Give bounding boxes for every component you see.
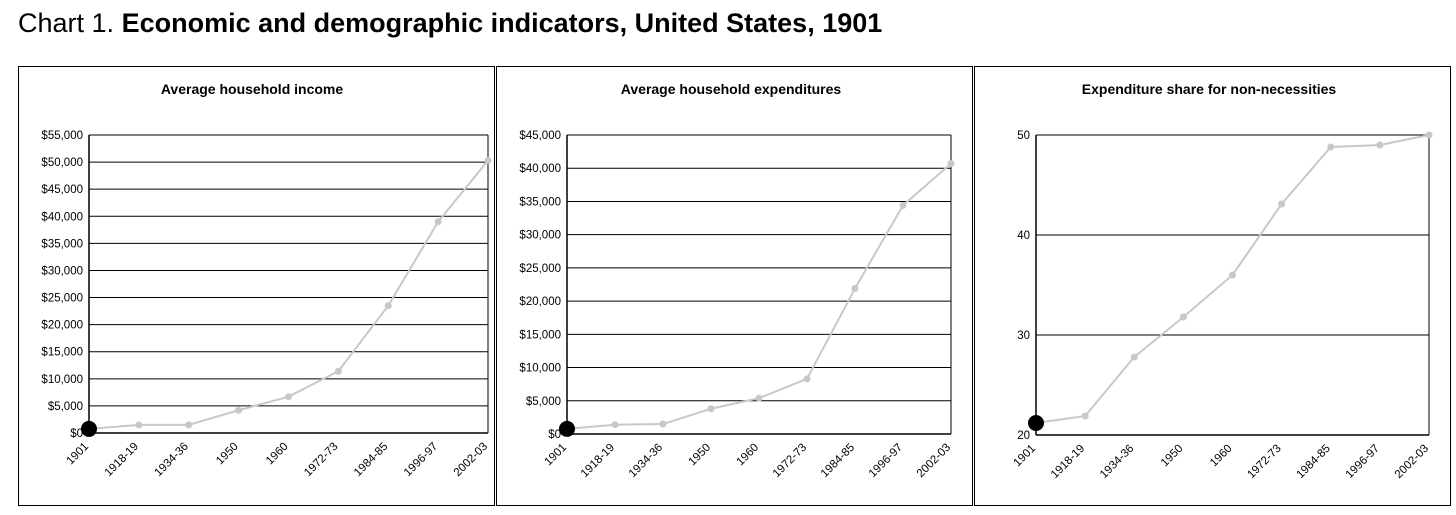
- x-tick-label: 2002-03: [452, 441, 490, 479]
- data-point: [755, 394, 763, 402]
- y-tick-label: $10,000: [519, 363, 561, 375]
- y-tick-label: $35,000: [41, 238, 83, 250]
- x-tick-label: 1934-36: [153, 441, 191, 479]
- x-tick-label: 1934-36: [1098, 443, 1136, 481]
- x-tick-label: 1960: [735, 442, 762, 469]
- y-tick-label: 40: [1017, 230, 1030, 242]
- x-tick-label: 1918-19: [579, 442, 617, 480]
- data-point: [947, 160, 955, 168]
- chart-non-necessities-share: Expenditure share for non-necessities 20…: [1012, 81, 1433, 481]
- data-point: [803, 375, 811, 383]
- x-tick-label: 1972-73: [1245, 443, 1283, 481]
- chart-number: Chart 1.: [18, 8, 115, 38]
- y-tick-label: $10,000: [41, 374, 83, 386]
- x-tick-label: 2002-03: [1393, 443, 1431, 481]
- x-tick-label: 2002-03: [915, 442, 953, 480]
- y-tick-label: 20: [1017, 430, 1030, 442]
- x-tick-label: 1996-97: [867, 442, 905, 480]
- x-tick-label: 1984-85: [352, 441, 390, 479]
- data-point: [1425, 131, 1433, 139]
- chart-household-income: Average household income $0 $5,000 $10,000…: [41, 81, 492, 479]
- data-point: [1081, 412, 1089, 420]
- chart-title: Economic and demographic indicators, Uni…: [121, 8, 883, 38]
- data-point: [185, 421, 193, 429]
- y-tick-label: $5,000: [48, 401, 83, 413]
- data-point: [1130, 353, 1138, 361]
- y-tick-label: $50,000: [41, 157, 83, 169]
- x-tick-label: 1984-85: [1295, 443, 1333, 481]
- y-tick-label: $25,000: [519, 263, 561, 275]
- data-point: [135, 421, 143, 429]
- panel-non-necessities-share: Expenditure share for non-necessities 20…: [974, 66, 1451, 506]
- panel-household-expenditures: Average household expenditures $0 $5,000 $…: [496, 66, 973, 506]
- x-tick-label: 1901: [1012, 443, 1039, 470]
- x-tick-label: 1918-19: [1049, 443, 1087, 481]
- y-tick-label: $45,000: [41, 184, 83, 196]
- data-point: [707, 405, 715, 413]
- y-tick-label: $40,000: [519, 163, 561, 175]
- x-tick-label: 1984-85: [819, 442, 857, 480]
- chart-household-expenditures: Average household expenditures $0 $5,000 $…: [519, 81, 955, 480]
- data-point: [1179, 313, 1187, 321]
- y-tick-label: $0: [548, 429, 561, 441]
- y-tick-label: $20,000: [41, 320, 83, 332]
- page-title: Chart 1. Economic and demographic indica…: [18, 8, 882, 39]
- chart-title: Average household income: [161, 81, 344, 97]
- x-tick-label: 1901: [65, 441, 92, 468]
- series-line: [566, 162, 952, 430]
- data-point: [851, 284, 859, 292]
- x-tick-label: 1972-73: [302, 441, 340, 479]
- y-tick-label: $45,000: [519, 130, 561, 142]
- data-point: [235, 406, 243, 414]
- x-tick-label: 1950: [687, 442, 714, 469]
- x-tick-label: 1960: [264, 441, 291, 468]
- y-tick-label: $35,000: [519, 196, 561, 208]
- data-point: [611, 421, 619, 429]
- series-line: [88, 159, 489, 430]
- x-tick-label: 1996-97: [402, 441, 440, 479]
- chart-title: Expenditure share for non-necessities: [1082, 81, 1337, 97]
- y-tick-label: 30: [1017, 330, 1030, 342]
- data-point: [1327, 143, 1335, 151]
- panel-household-income: Average household income $0 $5,000 $10,000…: [18, 66, 495, 506]
- x-tick-label: 1960: [1208, 443, 1235, 470]
- data-point: [659, 420, 667, 428]
- data-point: [285, 393, 292, 401]
- data-point: [384, 302, 392, 310]
- chart-title: Average household expenditures: [621, 81, 842, 97]
- y-tick-label: $5,000: [526, 396, 561, 408]
- data-point: [1278, 200, 1286, 208]
- y-tick-label: $30,000: [519, 230, 561, 242]
- x-tick-label: 1950: [214, 441, 241, 468]
- y-tick-label: $55,000: [41, 130, 83, 142]
- data-point: [1376, 141, 1384, 149]
- y-tick-label: $40,000: [41, 211, 83, 223]
- y-tick-label: $15,000: [41, 347, 83, 359]
- data-point: [899, 201, 907, 209]
- y-tick-label: $15,000: [519, 329, 561, 341]
- x-tick-label: 1972-73: [771, 442, 809, 480]
- y-tick-label: 50: [1017, 130, 1030, 142]
- data-point: [434, 218, 442, 226]
- x-tick-label: 1918-19: [103, 441, 141, 479]
- y-tick-label: $25,000: [41, 293, 83, 305]
- data-point: [334, 367, 342, 375]
- x-tick-label: 1950: [1159, 443, 1186, 470]
- highlight-point: [559, 420, 575, 437]
- x-tick-label: 1901: [543, 442, 570, 469]
- y-tick-label: $30,000: [41, 265, 83, 277]
- y-tick-label: $20,000: [519, 296, 561, 308]
- series-line: [1035, 134, 1430, 424]
- y-tick-label: $0: [70, 428, 83, 440]
- highlight-point: [1028, 415, 1044, 431]
- data-point: [1229, 271, 1236, 279]
- data-point: [484, 156, 492, 164]
- highlight-point: [81, 420, 97, 437]
- x-tick-label: 1934-36: [627, 442, 665, 480]
- x-tick-label: 1996-97: [1344, 443, 1382, 481]
